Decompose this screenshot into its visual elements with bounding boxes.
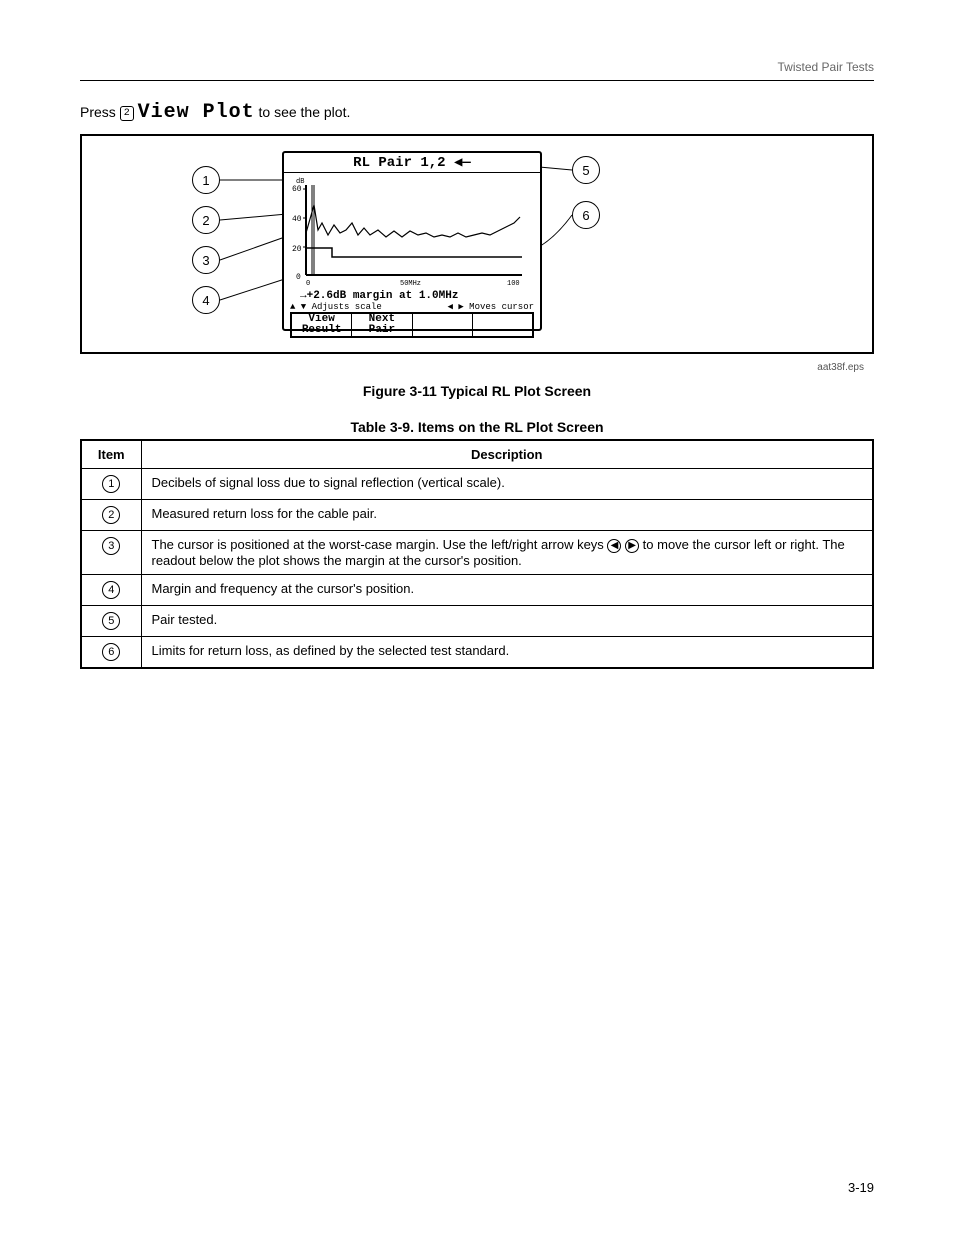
svg-text:60: 60 xyxy=(292,185,302,194)
header-rule xyxy=(80,80,874,81)
view-plot-title: View Plot xyxy=(138,101,255,124)
table-row: 6 Limits for return loss, as defined by … xyxy=(81,636,873,668)
svg-text:40: 40 xyxy=(292,215,302,224)
table-row: 2 Measured return loss for the cable pai… xyxy=(81,500,873,531)
table-row: 5 Pair tested. xyxy=(81,605,873,636)
desc-table: Item Description 1 Decibels of signal lo… xyxy=(80,439,874,669)
right-arrow-icon: ▶ xyxy=(625,539,639,553)
svg-text:100: 100 xyxy=(507,280,520,288)
plot-svg: dB 60 40 20 0 0 50MHz 100 xyxy=(292,175,532,290)
softkeys: View Result Next Pair xyxy=(290,312,534,338)
device-screen: RL Pair 1,2 ◀— dB 60 40 20 0 0 50MHz 100 xyxy=(282,151,542,331)
figure-id-small: aat38f.eps xyxy=(80,362,874,373)
table-row: 3 The cursor is positioned at the worst-… xyxy=(81,531,873,575)
svg-text:0: 0 xyxy=(296,273,301,282)
margin-readout: →+2.6dB margin at 1.0MHz xyxy=(284,290,540,302)
key-hints: ▲ ▼ Adjusts scale ◀ ▶ Moves cursor xyxy=(284,302,540,312)
softkey-2: 2 xyxy=(120,106,134,121)
screen-title: RL Pair 1,2 ◀— xyxy=(284,153,540,173)
page-header-right: Twisted Pair Tests xyxy=(80,60,874,74)
svg-text:50MHz: 50MHz xyxy=(400,280,421,288)
figure-caption: Figure 3-11 Typical RL Plot Screen xyxy=(80,383,874,399)
hint-right: ◀ ▶ Moves cursor xyxy=(448,302,534,312)
softkey-blank-1 xyxy=(413,314,473,336)
intro-prefix: Press xyxy=(80,104,116,120)
col-desc: Description xyxy=(141,440,873,469)
figure-box: 1 2 3 4 5 6 RL Pair 1,2 ◀— dB 60 40 20 0 xyxy=(80,134,874,354)
softkey-blank-2 xyxy=(473,314,532,336)
hint-left: ▲ ▼ Adjusts scale xyxy=(290,302,382,312)
left-arrow-icon: ◀ xyxy=(607,539,621,553)
plot-area: dB 60 40 20 0 0 50MHz 100 xyxy=(292,175,532,290)
page-number: 3-19 xyxy=(848,1180,874,1195)
svg-text:20: 20 xyxy=(292,245,302,254)
col-item: Item xyxy=(81,440,141,469)
table-row: 4 Margin and frequency at the cursor's p… xyxy=(81,574,873,605)
table-row: 1 Decibels of signal loss due to signal … xyxy=(81,469,873,500)
intro-line: Press 2 View Plot to see the plot. xyxy=(80,101,874,124)
table-caption: Table 3-9. Items on the RL Plot Screen xyxy=(80,419,874,435)
softkey-view-result[interactable]: View Result xyxy=(292,314,352,336)
svg-text:0: 0 xyxy=(306,280,310,288)
intro-suffix: to see the plot. xyxy=(259,104,351,120)
softkey-next-pair[interactable]: Next Pair xyxy=(352,314,412,336)
